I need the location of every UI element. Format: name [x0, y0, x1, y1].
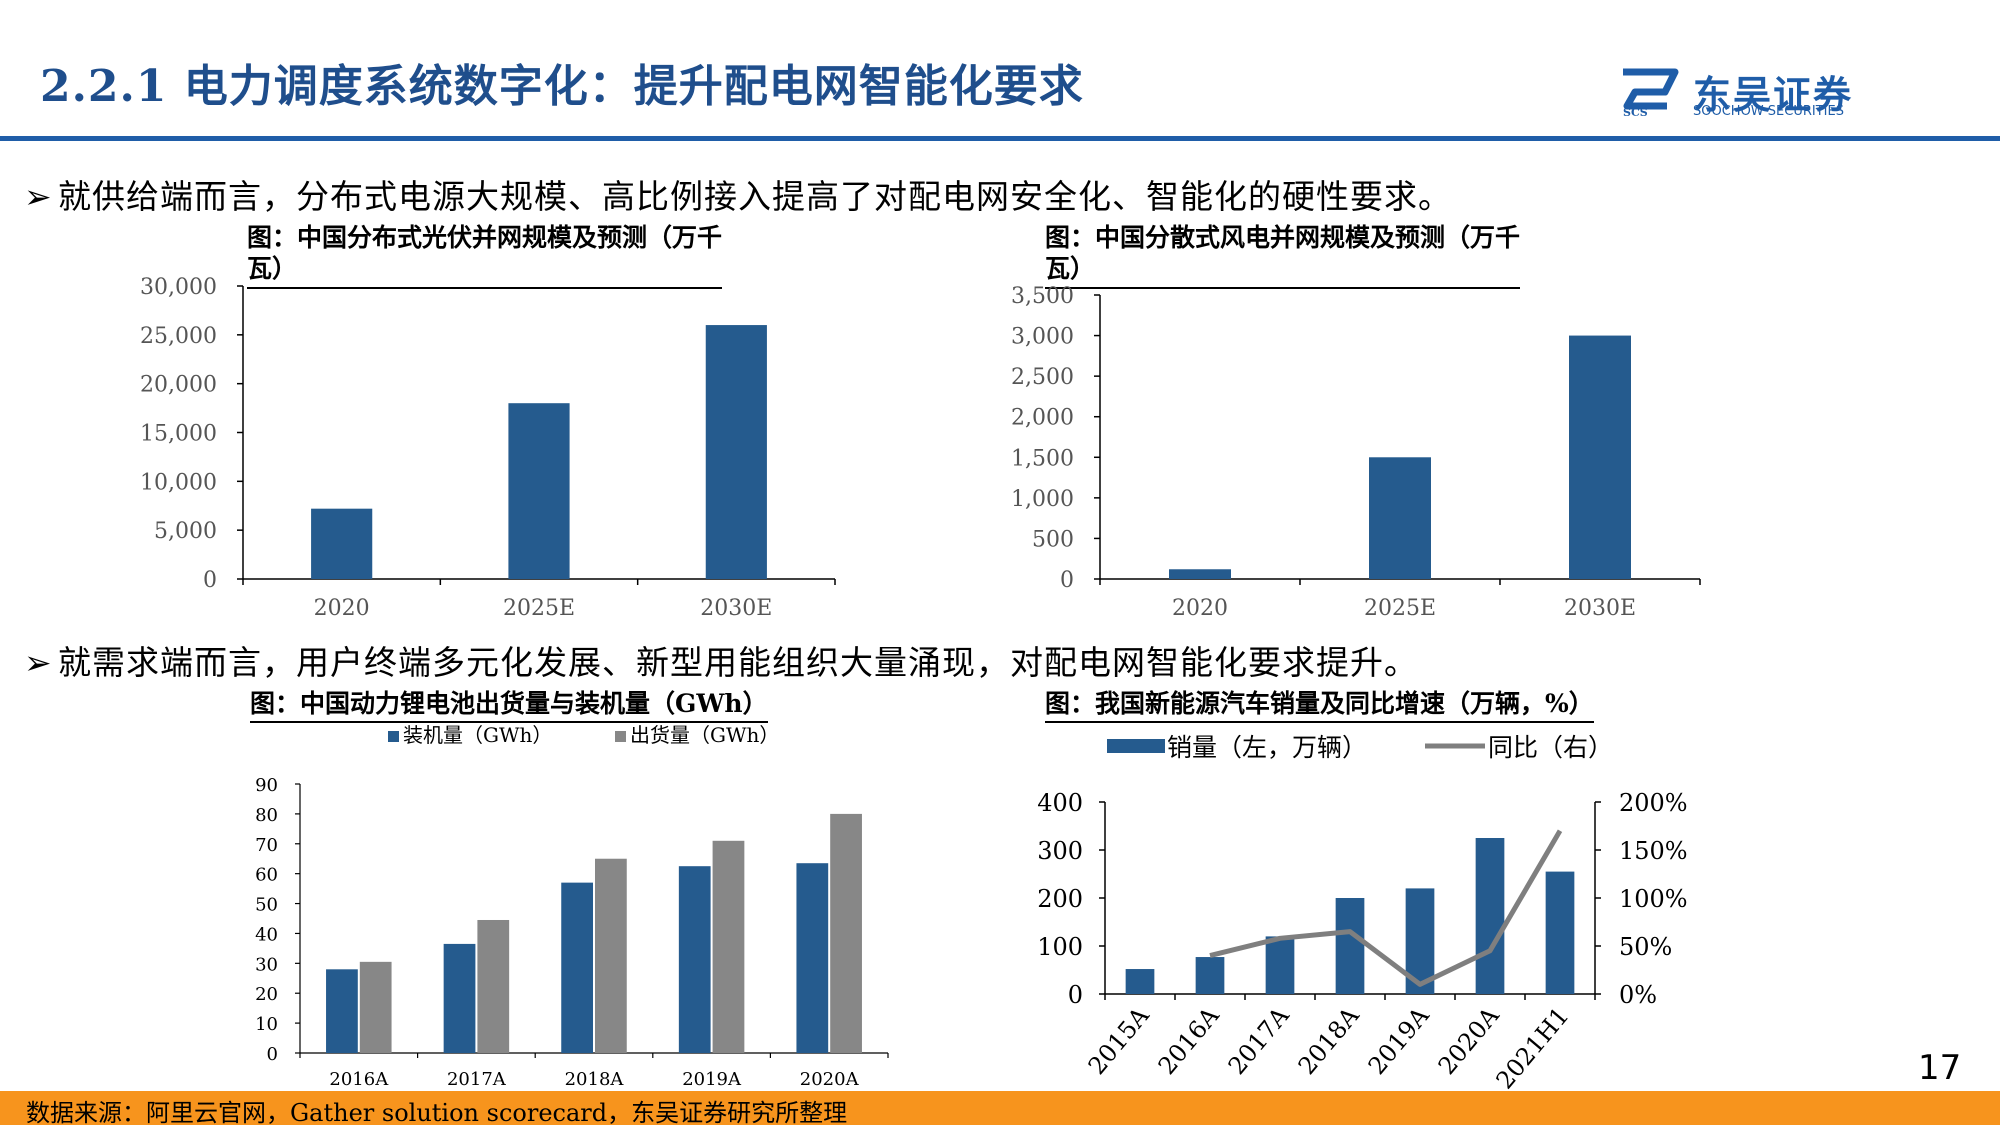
chart4-left-tick-label: 200 [1037, 885, 1083, 913]
chart4-bar [1546, 872, 1575, 994]
chart3-y-tick-label: 50 [255, 895, 278, 916]
chart4-x-tick-label: 2019A [1363, 1001, 1435, 1080]
chart2-y-tick-label: 500 [1032, 527, 1074, 552]
chart4-right-tick-label: 150% [1619, 837, 1688, 865]
chart2-y-tick-label: 0 [1060, 568, 1074, 593]
chart3-x-tick-label: 2016A [329, 1069, 389, 1090]
chart3-bar-series2 [477, 920, 509, 1053]
chart4-x-tick-label: 2015A [1083, 1001, 1155, 1080]
chart2-y-tick-label: 2,000 [1011, 406, 1074, 431]
page-number: 17 [1918, 1048, 1961, 1088]
chart4-x-tick-label: 2021H1 [1491, 1002, 1575, 1095]
chart4-right-tick-label: 0% [1619, 981, 1657, 1009]
chart2-x-tick-label: 2030E [1564, 596, 1636, 621]
chart4-line-series [1210, 831, 1560, 985]
chart4-left-tick-label: 0 [1068, 981, 1083, 1009]
chart3-y-tick-label: 60 [255, 865, 278, 886]
chart4-left-tick-label: 100 [1037, 933, 1083, 961]
chart2-bar [1169, 569, 1231, 579]
footer-bar: 数据来源：阿里云官网，Gather solution scorecard，东吴证… [0, 1091, 2000, 1125]
chart2-y-tick-label: 3,500 [1011, 284, 1074, 309]
chart3-x-tick-label: 2018A [565, 1069, 625, 1090]
chart3-bar-series1 [679, 866, 711, 1053]
chart2-y-tick-label: 1,000 [1011, 487, 1074, 512]
chart4-left-tick-label: 300 [1037, 837, 1083, 865]
chart1-y-tick-label: 25,000 [140, 324, 217, 349]
chart1-y-tick-label: 5,000 [154, 519, 217, 544]
chart3-y-tick-label: 80 [255, 805, 278, 826]
chart2-x-tick-label: 2025E [1364, 596, 1436, 621]
chart3-legend-swatch-2 [615, 731, 626, 742]
chart2-y-tick-label: 1,500 [1011, 446, 1074, 471]
chart4-bar [1476, 838, 1505, 994]
chart1-bar [508, 403, 569, 579]
chart3-legend-label-2: 出货量（GWh） [630, 723, 779, 747]
chart4-left-tick-label: 400 [1037, 789, 1083, 817]
chart3-y-tick-label: 30 [255, 954, 278, 975]
chart4-bar [1266, 936, 1295, 994]
chart3-bar-series1 [796, 863, 828, 1053]
chart3-y-tick-label: 10 [255, 1014, 278, 1035]
chart3-legend-swatch-1 [388, 731, 399, 742]
chart3-bar-series2 [595, 859, 627, 1053]
chart1-y-tick-label: 0 [203, 568, 217, 593]
chart2-bar [1369, 457, 1431, 579]
chart3-legend-label-1: 装机量（GWh） [403, 723, 552, 747]
chart3-bar-series1 [561, 883, 593, 1053]
chart3-y-tick-label: 90 [255, 775, 278, 796]
chart4-right-tick-label: 200% [1619, 789, 1688, 817]
chart1-y-tick-label: 15,000 [140, 422, 217, 447]
chart4-x-tick-label: 2017A [1223, 1001, 1295, 1080]
chart4-right-tick-label: 100% [1619, 885, 1688, 913]
chart4-legend-swatch-bars [1107, 739, 1165, 753]
chart3-y-tick-label: 40 [255, 924, 278, 945]
chart2-bar [1569, 336, 1631, 579]
chart3-y-tick-label: 0 [267, 1044, 278, 1065]
chart1-y-tick-label: 30,000 [140, 275, 217, 300]
chart4-right-tick-label: 50% [1619, 933, 1672, 961]
chart1-bar [706, 325, 767, 579]
chart1-bar [311, 509, 372, 579]
chart3-bar-series2 [830, 814, 862, 1053]
chart3-x-tick-label: 2017A [447, 1069, 507, 1090]
chart1-x-tick-label: 2025E [503, 596, 575, 621]
chart3-x-tick-label: 2020A [800, 1069, 860, 1090]
chart4-x-tick-label: 2018A [1293, 1001, 1365, 1080]
chart3-x-tick-label: 2019A [682, 1069, 742, 1090]
chart1-x-tick-label: 2020 [314, 596, 370, 621]
chart4-x-tick-label: 2016A [1153, 1001, 1225, 1080]
chart4-bar [1126, 969, 1155, 994]
chart2-x-tick-label: 2020 [1172, 596, 1228, 621]
chart3-y-tick-label: 70 [255, 835, 278, 856]
chart4-legend-label-line: 同比（右） [1488, 733, 1613, 762]
source-note: 数据来源：阿里云官网，Gather solution scorecard，东吴证… [26, 1093, 847, 1128]
chart3-y-tick-label: 20 [255, 984, 278, 1005]
chart1-x-tick-label: 2030E [700, 596, 772, 621]
chart1-y-tick-label: 10,000 [140, 470, 217, 495]
chart3-bar-series1 [444, 944, 476, 1053]
chart3-bar-series2 [360, 962, 392, 1053]
chart2-y-tick-label: 2,500 [1011, 365, 1074, 390]
chart3-bar-series2 [713, 841, 745, 1053]
chart4-x-tick-label: 2020A [1433, 1001, 1505, 1080]
chart1-y-tick-label: 20,000 [140, 373, 217, 398]
chart4-bar [1336, 898, 1365, 994]
chart3-bar-series1 [326, 969, 358, 1053]
chart2-y-tick-label: 3,000 [1011, 325, 1074, 350]
chart4-bar [1196, 957, 1225, 994]
chart4-legend-label-bars: 销量（左，万辆） [1167, 733, 1367, 762]
